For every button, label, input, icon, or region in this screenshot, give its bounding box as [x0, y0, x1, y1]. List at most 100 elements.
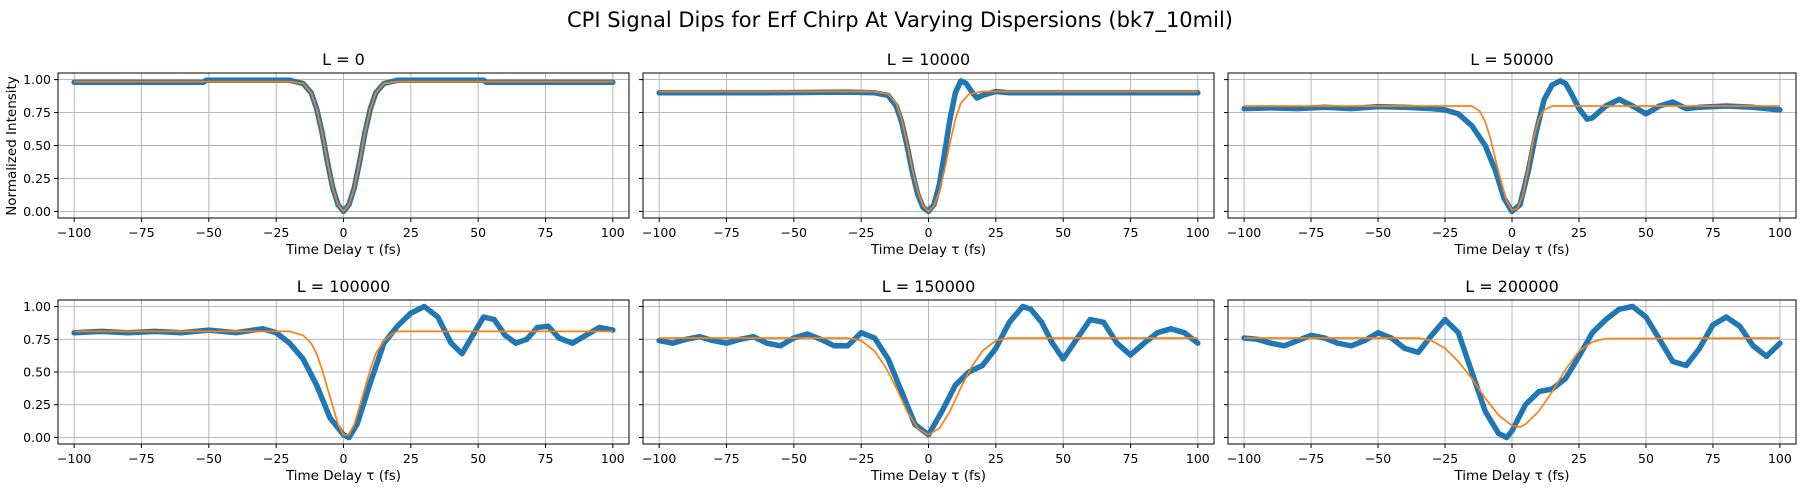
- data-point: [1616, 96, 1622, 102]
- data-point: [1482, 408, 1488, 414]
- x-axis-label: Time Delay τ (fs): [870, 242, 986, 258]
- data-point: [1562, 375, 1569, 382]
- data-point: [1375, 330, 1381, 336]
- panel-title: L = 0: [322, 50, 365, 69]
- data-point: [845, 343, 851, 349]
- data-point: [1496, 430, 1502, 437]
- data-point: [947, 116, 953, 122]
- data-point: [952, 90, 959, 96]
- data-point: [1670, 99, 1676, 105]
- x-tick-label: 25: [988, 225, 1004, 240]
- data-point: [556, 335, 562, 341]
- data-point: [1241, 105, 1247, 112]
- x-tick-label: 50: [1638, 225, 1654, 240]
- data-point: [1127, 352, 1134, 358]
- y-tick-label: 0.50: [23, 365, 51, 380]
- y-tick-label: 1.00: [23, 72, 51, 87]
- data-point: [1181, 330, 1187, 336]
- panel-title: L = 100000: [297, 277, 391, 296]
- x-tick-label: −25: [848, 451, 874, 466]
- data-point: [1469, 369, 1475, 375]
- data-point: [942, 149, 948, 155]
- x-tick-label: 0: [925, 225, 933, 240]
- data-point: [480, 314, 487, 320]
- x-tick-label: 0: [1508, 451, 1516, 466]
- y-tick-label: 0.00: [23, 430, 51, 445]
- panel-6: −100 −75 −50 −25 0 25 50 75 100 L = 200000 Time De…: [1224, 277, 1797, 484]
- x-tick-label: 25: [1571, 451, 1587, 466]
- data-point: [502, 332, 508, 338]
- x-tick-label: 50: [470, 451, 486, 466]
- x-tick-label: 25: [403, 451, 419, 466]
- fit-line: [659, 337, 1198, 436]
- data-point: [804, 331, 810, 337]
- data-point: [1549, 82, 1555, 88]
- data-point: [1568, 90, 1574, 96]
- x-tick-label: 25: [403, 225, 419, 240]
- x-axis-label: Time Delay τ (fs): [285, 242, 401, 258]
- data-point: [569, 340, 576, 346]
- fit-line: [1244, 337, 1780, 428]
- x-tick-label: 100: [1186, 225, 1210, 240]
- x-tick-label: 25: [988, 451, 1004, 466]
- x-tick-label: 50: [1055, 451, 1071, 466]
- data-point: [1777, 340, 1783, 346]
- data-point: [448, 340, 454, 346]
- data-point: [1723, 314, 1729, 320]
- data-point: [1683, 105, 1689, 112]
- data-point: [670, 340, 676, 346]
- data-point: [470, 332, 476, 338]
- x-tick-label: −50: [196, 451, 222, 466]
- x-tick-label: 0: [1508, 225, 1516, 240]
- data-point: [1541, 96, 1547, 102]
- x-tick-label: −75: [1298, 451, 1324, 466]
- data-point: [421, 303, 427, 310]
- data-point: [1281, 343, 1287, 349]
- y-tick-label: 0.50: [23, 138, 51, 153]
- data-point: [1195, 340, 1201, 346]
- x-axis-label: Time Delay τ (fs): [870, 468, 986, 484]
- data-point: [1522, 402, 1528, 408]
- x-tick-label: −75: [128, 451, 154, 466]
- data-point: [1557, 78, 1563, 84]
- panel-5: −100 −75 −50 −25 0 25 50 75 100 L = 150000 Time De…: [639, 277, 1215, 484]
- data-point: [1429, 105, 1435, 112]
- x-tick-label: −100: [57, 451, 91, 466]
- x-tick-label: −100: [1227, 225, 1261, 240]
- x-tick-label: −50: [781, 451, 807, 466]
- x-tick-label: −25: [263, 225, 289, 240]
- data-point: [656, 337, 662, 344]
- data-point: [1455, 111, 1462, 117]
- data-point: [394, 323, 400, 329]
- data-point: [831, 343, 837, 349]
- data-point: [1670, 358, 1676, 365]
- y-tick-label: 0.75: [23, 105, 51, 120]
- data-point: [1509, 428, 1515, 434]
- data-point: [1114, 340, 1120, 346]
- x-tick-label: 0: [340, 225, 348, 240]
- data-point: [1335, 340, 1341, 346]
- data-point: [1683, 362, 1689, 369]
- y-tick-label: 0.75: [23, 332, 51, 347]
- x-tick-label: 50: [1055, 225, 1071, 240]
- data-point: [885, 356, 891, 362]
- data-point: [1576, 353, 1582, 359]
- data-point: [260, 326, 266, 332]
- panel-title: L = 10000: [887, 50, 970, 69]
- data-point: [524, 336, 530, 342]
- data-point: [1154, 330, 1161, 336]
- data-point: [939, 408, 945, 414]
- data-point: [1536, 389, 1542, 395]
- data-point: [979, 362, 985, 369]
- data-point: [1295, 337, 1301, 344]
- data-point: [1100, 319, 1107, 325]
- x-tick-label: −50: [196, 225, 222, 240]
- y-tick-label: 0.00: [23, 204, 51, 219]
- data-point: [764, 340, 770, 346]
- data-point: [1504, 434, 1510, 441]
- data-point: [1493, 169, 1499, 175]
- data-point: [1087, 317, 1093, 323]
- y-axis-label: Normalized Intensity: [4, 76, 20, 216]
